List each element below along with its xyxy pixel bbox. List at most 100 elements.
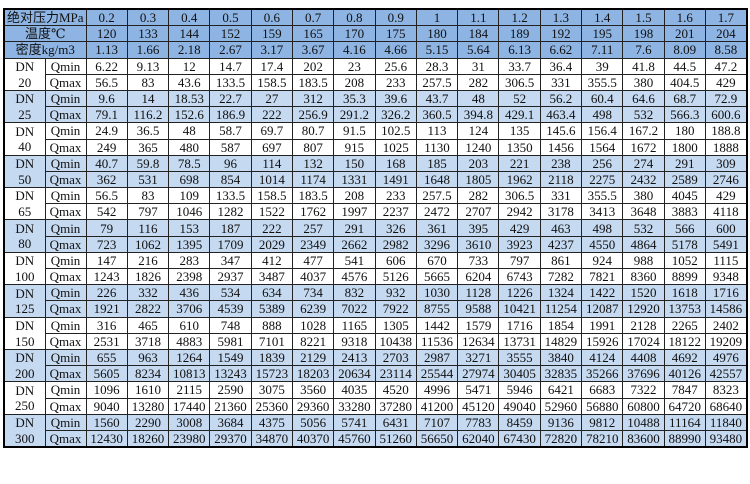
table-row-dn80-qmax: 80 Qmax 723 1062 1395 1709 2029 2349 2662 2982 329… [3,235,748,253]
qmax-value: 14586 [704,300,748,318]
qmax-value: 360.5 [415,106,459,124]
qmin-value: 4976 [704,348,748,367]
qmax-value: 1888 [704,138,748,156]
dn-label: DN [3,381,46,398]
qmin-value: 208 [333,187,376,205]
table-row-dn100-qmin: DN Qmin 147 216 283 347 412 477 541 606 670 733 797 8… [3,251,748,270]
qmin-value: 2115 [168,381,211,399]
qmax-value: 13243 [209,365,252,383]
qmin-value: 6421 [539,381,583,399]
qmax-value: 10421 [498,300,541,318]
qmin-value: 429 [704,187,748,205]
qmin-value: 1226 [498,284,541,302]
dn-label: DN [3,219,46,237]
qmin-value: 40.7 [85,154,128,172]
qmax-value: 1491 [374,170,417,189]
qmin-value: 114 [250,154,293,172]
qmin-value: 5471 [457,381,500,399]
qmin-value: 5946 [498,381,541,399]
qmin-label: Qmin [44,219,87,237]
qmin-value: 9.13 [126,57,170,75]
flow-rate-table: 绝对压力MPa 0.2 0.3 0.4 0.5 0.6 0.7 0.8 0.9 1 1.1 1.2 1.… [3,8,748,449]
qmin-value: 221 [498,154,541,172]
qmax-value: 29360 [291,397,335,415]
qmax-value: 1014 [250,170,293,189]
qmin-value: 1264 [168,348,211,367]
qmin-value: 222 [250,219,293,237]
qmax-value: 233 [374,73,417,91]
qmax-value: 33280 [333,397,376,415]
qmax-value: 256.9 [291,106,335,124]
qmin-value: 8459 [498,413,541,431]
qmin-value: 52 [498,89,541,108]
qmax-value: 3718 [126,332,170,350]
qmin-value: 1618 [663,284,706,302]
temperature-row-cell: 204 [704,25,748,43]
qmin-value: 463 [539,219,583,237]
qmin-value: 202 [291,57,335,75]
qmax-value: 306.5 [498,73,541,91]
qmin-value: 1030 [415,284,459,302]
qmin-value: 24.9 [85,122,128,140]
qmax-value: 1648 [415,170,459,189]
qmin-value: 135 [498,122,541,140]
qmax-value: 587 [209,138,252,156]
qmin-value: 28.3 [415,57,459,75]
qmin-value: 9.6 [85,89,128,108]
qmax-value: 7821 [581,267,624,286]
temperature-row-cell: 180 [415,25,459,43]
qmax-value: 3706 [168,300,211,318]
qmin-value: 132 [291,154,335,172]
qmin-value: 606 [374,251,417,270]
table-row-dn125-qmin: DN Qmin 226 332 436 534 634 734 832 932 1030 1128 12… [3,284,748,302]
qmin-value: 412 [250,251,293,270]
density-row-cell: 4.66 [374,41,417,59]
qmax-label: Qmax [44,235,87,253]
density-row-cell: 3.67 [291,41,335,59]
qmax-label: Qmax [44,138,87,156]
qmin-value: 23 [333,57,376,75]
qmax-value: 222 [250,106,293,124]
dn-label: DN [3,57,46,75]
qmin-value: 1128 [457,284,500,302]
qmin-value: 147 [85,251,128,270]
qmin-label: Qmin [44,348,87,367]
qmin-value: 56.2 [539,89,583,108]
qmax-value: 60800 [622,397,665,415]
dn-size: 150 [3,333,46,350]
qmin-value: 1115 [704,251,748,270]
density-row-cell: 6.13 [498,41,541,59]
qmax-value: 480 [168,138,211,156]
qmax-value: 13731 [498,332,541,350]
qmax-value: 29370 [209,429,252,448]
qmax-value: 5126 [374,267,417,286]
qmax-value: 34870 [250,429,293,448]
qmax-value: 249 [85,138,128,156]
qmax-value: 3296 [415,235,459,253]
qmax-value: 13753 [663,300,706,318]
qmax-value: 43.6 [168,73,211,91]
qmax-value: 8899 [663,267,706,286]
qmin-value: 3555 [498,348,541,367]
qmin-value: 1854 [539,316,583,334]
dn-label: DN [3,89,46,107]
qmax-value: 68640 [704,397,748,415]
pressure-row-cell: 0.8 [333,8,376,27]
qmin-value: 316 [85,316,128,334]
density-row-cell: 3.17 [250,41,293,59]
qmax-value: 4864 [622,235,665,253]
qmax-label: Qmax [44,365,87,383]
qmin-value: 1422 [581,284,624,302]
qmin-label: Qmin [44,381,87,399]
qmin-value: 610 [168,316,211,334]
qmax-value: 7101 [250,332,293,350]
qmin-value: 326 [374,219,417,237]
qmin-value: 282 [457,187,500,205]
qmax-value: 698 [168,170,211,189]
qmax-value: 394.8 [457,106,500,124]
qmin-value: 3684 [209,413,252,431]
temperature-row-cell: 201 [663,25,706,43]
dn-size: 200 [3,365,46,383]
qmin-label: Qmin [44,122,87,140]
qmax-value: 17024 [622,332,665,350]
